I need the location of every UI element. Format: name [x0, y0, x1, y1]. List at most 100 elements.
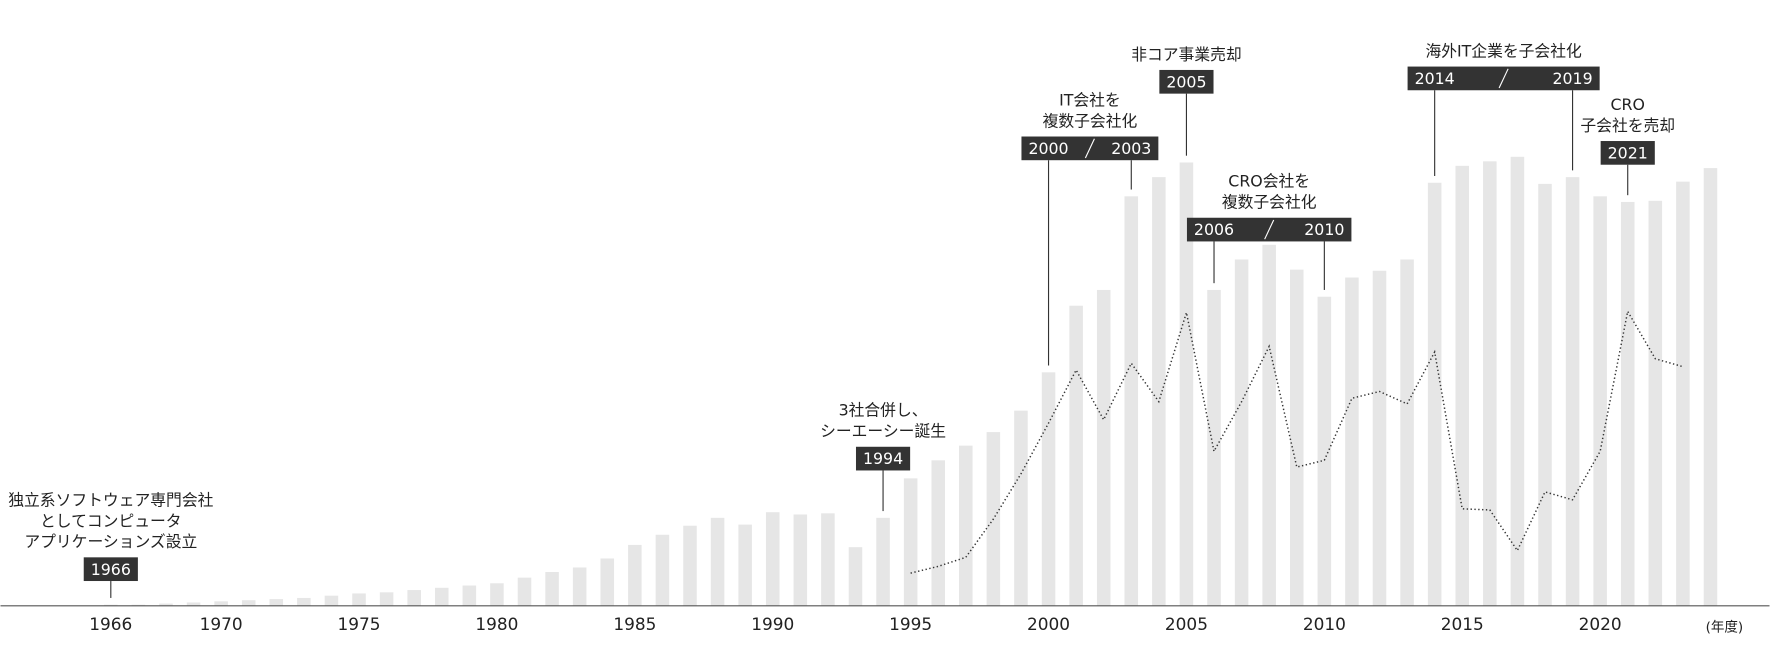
bar [407, 590, 421, 606]
bar [1648, 200, 1663, 606]
x-tick-label: 2015 [1441, 614, 1484, 634]
bar [1207, 289, 1221, 606]
bar [793, 514, 808, 606]
year-label: 2003 [1111, 139, 1151, 158]
year-box-slash [1498, 68, 1509, 89]
bar [765, 512, 780, 606]
x-tick-label: 1990 [751, 614, 794, 634]
bar [1234, 259, 1249, 606]
bar [848, 547, 863, 606]
x-tick-label: 1980 [475, 614, 518, 634]
bar [1262, 244, 1276, 606]
bar [1538, 183, 1552, 606]
bar [1345, 277, 1359, 606]
annotation-text: 海外IT企業を子会社化 [1425, 41, 1582, 60]
line [910, 309, 1684, 574]
bar [1703, 168, 1718, 606]
bar [1124, 196, 1139, 606]
annotation-text: 独立系ソフトウェア専門会社 [8, 490, 213, 509]
bar [462, 585, 477, 606]
year-label: 1966 [91, 560, 131, 579]
x-tick-label: 1966 [89, 614, 132, 634]
x-tick-label: 2000 [1027, 614, 1070, 634]
annotation-text: 子会社を売却 [1580, 116, 1675, 135]
bar [324, 595, 339, 606]
bar [1372, 270, 1387, 606]
bar [297, 597, 311, 606]
annotation-text: 非コア事業売却 [1131, 45, 1241, 64]
bar [159, 603, 173, 606]
bar [435, 587, 449, 606]
bar [269, 599, 284, 606]
bar [545, 572, 559, 606]
bar [1289, 269, 1304, 606]
year-label: 2000 [1028, 139, 1068, 158]
bar [1676, 181, 1690, 606]
year-box-slash [1084, 138, 1095, 159]
year-box [1600, 141, 1655, 165]
x-axis-label: (年度) [1706, 619, 1744, 635]
annotation-text: CRO会社を [1228, 172, 1310, 191]
bar [1014, 410, 1028, 606]
bar [1317, 296, 1332, 606]
bar [1593, 196, 1607, 606]
annotation-text: CRO [1611, 95, 1645, 114]
bar [572, 567, 587, 606]
bar [1096, 289, 1111, 606]
bar [931, 460, 945, 606]
bar [738, 524, 752, 606]
x-tick-label: 2005 [1165, 614, 1208, 634]
bar [186, 602, 201, 606]
bar [1620, 201, 1635, 606]
year-label: 2010 [1304, 220, 1344, 239]
bar [683, 525, 697, 606]
bar [1427, 182, 1442, 606]
annotation-text: 複数子会社化 [1043, 111, 1138, 130]
x-tick-label: 2020 [1579, 614, 1622, 634]
annotation-text: シーエーシー誕生 [820, 422, 946, 441]
bar [903, 478, 918, 606]
bar [214, 601, 228, 606]
year-box-slash [1264, 219, 1275, 240]
bar [1069, 305, 1083, 606]
bar [821, 513, 835, 606]
annotation-text: 複数子会社化 [1222, 193, 1317, 212]
bar [655, 534, 670, 606]
bar [1565, 177, 1580, 606]
x-tick-label: 2010 [1303, 614, 1346, 634]
bar [517, 577, 532, 606]
bar [628, 544, 642, 606]
bar [1510, 156, 1525, 606]
bar [1455, 165, 1470, 606]
bar [1152, 177, 1166, 606]
x-tick-label: 1985 [613, 614, 656, 634]
year-label: 1994 [863, 449, 903, 468]
bar [352, 593, 366, 606]
year-label: 2005 [1166, 72, 1206, 91]
year-box [83, 557, 138, 582]
bar [379, 592, 394, 606]
annotation-text: アプリケーションズ設立 [24, 532, 197, 551]
year-box [1159, 69, 1214, 94]
bar [490, 583, 504, 606]
bar [710, 517, 725, 606]
x-tick-label: 1975 [338, 614, 381, 634]
bar [600, 558, 615, 606]
annotation-text: IT会社を [1059, 90, 1121, 109]
bar [1041, 372, 1056, 606]
year-label: 2021 [1608, 143, 1648, 162]
year-label: 2006 [1194, 220, 1234, 239]
x-tick-label: 1970 [200, 614, 243, 634]
bar [1179, 162, 1194, 606]
bar [1400, 259, 1414, 606]
year-box [855, 446, 911, 471]
year-label: 2014 [1415, 69, 1455, 88]
annotation-text: 3社合併し、 [839, 401, 928, 420]
bar [876, 517, 890, 606]
annotation-text: としてコンピュータ [40, 511, 182, 530]
bar [1483, 161, 1497, 606]
bar [959, 445, 973, 606]
bar [241, 600, 256, 606]
